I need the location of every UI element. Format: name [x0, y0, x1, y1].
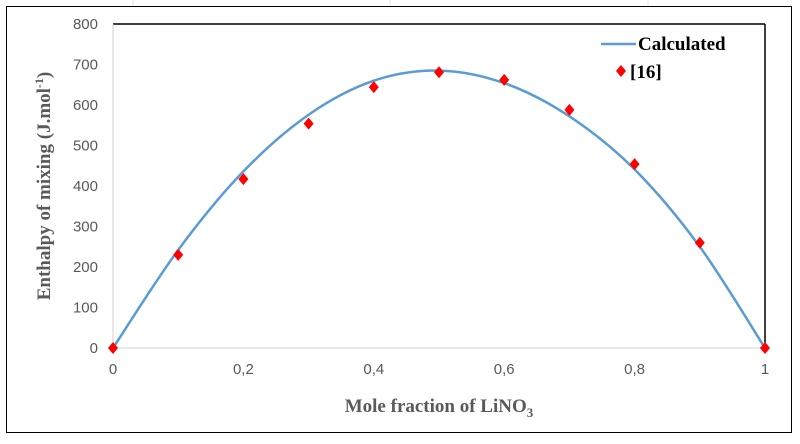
x-tick-label: 0,6	[494, 361, 515, 378]
data-point-16	[434, 66, 444, 79]
legend: Calculated [16]	[601, 34, 726, 83]
data-point-16	[499, 73, 510, 86]
legend-diamond-icon	[616, 65, 626, 77]
y-tick-label: 700	[73, 57, 98, 74]
x-axis-label: Mole fraction of LiNO3	[345, 396, 534, 420]
x-tick-label: 0,2	[233, 361, 254, 378]
y-tick-label: 300	[73, 219, 98, 236]
y-tick-label: 500	[73, 138, 98, 155]
y-tick-label: 200	[73, 259, 98, 276]
legend-label-calculated: Calculated	[638, 34, 726, 55]
y-axis-label: Enthalpy of mixing (J.mol-1)	[32, 72, 55, 301]
y-tick-label: 100	[73, 300, 98, 317]
data-point-16	[108, 342, 118, 354]
data-point-16	[694, 236, 705, 249]
x-tick-label: 0,4	[363, 361, 384, 378]
data-point-16	[238, 173, 249, 186]
y-tick-label: 600	[73, 97, 98, 114]
y-tick-label: 800	[73, 16, 98, 33]
data-point-16	[303, 117, 314, 130]
chart-frame	[6, 6, 792, 433]
y-tick-label: 400	[73, 178, 98, 195]
data-point-16	[173, 248, 184, 261]
x-tick-label: 1	[761, 361, 769, 378]
x-tick-label: 0,8	[624, 361, 645, 378]
x-tick-label: 0	[109, 361, 117, 378]
legend-label-16: [16]	[630, 62, 662, 83]
data-point-16	[564, 103, 575, 116]
data-point-16	[368, 81, 379, 94]
data-point-16	[760, 342, 770, 354]
series-calculated-line	[111, 69, 767, 349]
data-point-16	[629, 158, 640, 171]
sheet-gridlines	[132, 0, 649, 6]
y-tick-label: 0	[90, 340, 98, 357]
